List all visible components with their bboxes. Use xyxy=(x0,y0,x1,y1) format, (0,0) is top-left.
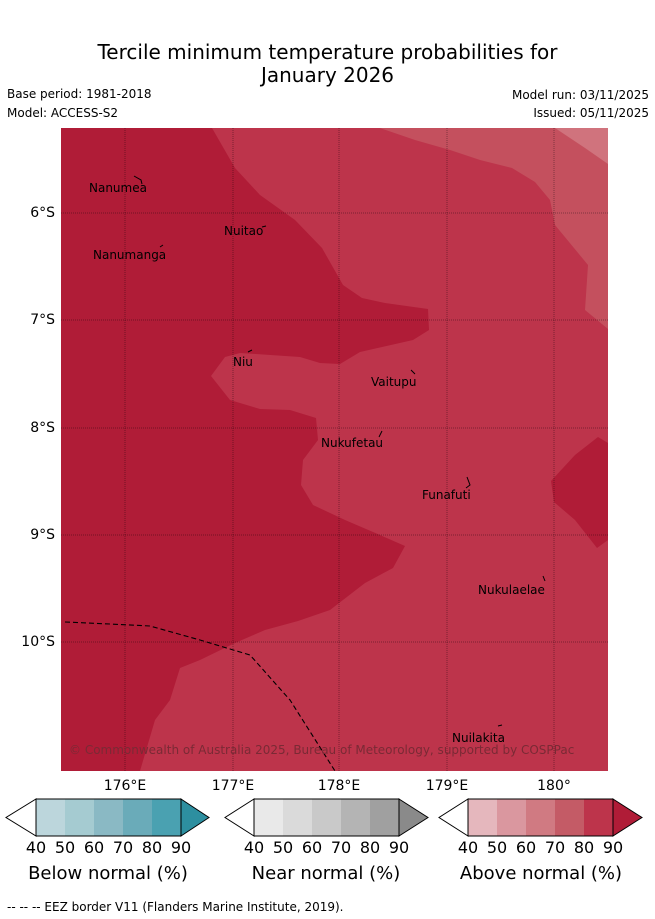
colorbars xyxy=(5,798,643,837)
colorbar-near-normal xyxy=(224,798,429,837)
cb-segment xyxy=(65,799,94,836)
cb-segment xyxy=(341,799,370,836)
cb-tick: 90 xyxy=(602,838,624,857)
issued-date: Issued: 05/11/2025 xyxy=(533,106,649,120)
cb-segment xyxy=(36,799,65,836)
nanumanga-island xyxy=(159,244,164,248)
funafuti-island xyxy=(465,476,471,489)
vaitupu-island xyxy=(410,369,416,375)
cb-tick: 80 xyxy=(359,838,381,857)
nanumea-island xyxy=(133,175,143,185)
lat-label: 7°S xyxy=(30,312,55,328)
eez-legend: -- -- -- EEZ border V11 (Flanders Marine… xyxy=(7,900,344,914)
cb-segment xyxy=(123,799,152,836)
cb-arrow-left xyxy=(224,798,255,837)
cb-segment xyxy=(468,799,497,836)
lon-label: 179°E xyxy=(425,778,469,794)
cb-title-below: Below normal (%) xyxy=(28,863,188,884)
lon-label: 176°E xyxy=(103,778,147,794)
cb-arrow-right xyxy=(612,798,643,837)
colorbar-below-normal xyxy=(5,798,210,837)
base-period: Base period: 1981-2018 xyxy=(7,87,152,101)
place-label: Funafuti xyxy=(422,488,471,502)
nuitao-island xyxy=(261,225,267,228)
cb-arrow-right xyxy=(180,798,210,837)
cb-tick: 60 xyxy=(301,838,323,857)
cb-tick: 90 xyxy=(170,838,192,857)
place-label: Niu xyxy=(233,355,253,369)
nukulaelae-island xyxy=(542,575,546,582)
lat-label: 9°S xyxy=(30,527,55,543)
cb-segment xyxy=(254,799,283,836)
place-label: Nukulaelae xyxy=(478,583,545,597)
cb-tick: 80 xyxy=(573,838,595,857)
cb-tick: 50 xyxy=(486,838,508,857)
place-label: Vaitupu xyxy=(371,375,417,389)
place-label: Nukufetau xyxy=(321,436,384,450)
cb-tick: 40 xyxy=(25,838,47,857)
cb-arrow-right xyxy=(398,798,429,837)
place-label: Nuilakita xyxy=(452,731,505,745)
cb-segment xyxy=(555,799,584,836)
cb-tick: 50 xyxy=(54,838,76,857)
cb-tick: 70 xyxy=(330,838,352,857)
cb-tick: 60 xyxy=(83,838,105,857)
place-label: Nuitao xyxy=(224,224,264,238)
cb-title-near: Near normal (%) xyxy=(251,863,401,884)
cb-title-above: Above normal (%) xyxy=(459,863,623,884)
model-run: Model run: 03/11/2025 xyxy=(511,88,649,102)
place-label: Nanumea xyxy=(89,181,147,195)
probability-field xyxy=(61,128,608,771)
cb-tick: 80 xyxy=(141,838,163,857)
cb-tick: 40 xyxy=(457,838,479,857)
cb-arrow-left xyxy=(438,798,469,837)
island-outlines xyxy=(133,175,546,727)
copyright-notice: © Commonwealth of Australia 2025, Bureau… xyxy=(69,743,575,757)
cb-segment xyxy=(283,799,312,836)
place-label: Nanumanga xyxy=(93,248,167,262)
cb-segment xyxy=(152,799,181,836)
region-60-70 xyxy=(380,128,608,329)
cb-segment xyxy=(370,799,399,836)
cb-tick: 90 xyxy=(388,838,410,857)
cb-tick: 40 xyxy=(243,838,265,857)
lon-label: 178°E xyxy=(317,778,361,794)
cb-tick: 50 xyxy=(272,838,294,857)
lon-label: 180° xyxy=(537,778,571,794)
cb-arrow-left xyxy=(5,798,37,837)
cb-segment xyxy=(94,799,123,836)
chart-title: Tercile minimum temperature probabilitie… xyxy=(0,41,655,87)
cb-tick: 70 xyxy=(112,838,134,857)
title-line-1: Tercile minimum temperature probabilitie… xyxy=(97,40,558,64)
title-line-2: January 2026 xyxy=(260,63,395,87)
niu-island xyxy=(247,349,253,353)
eez-border-line xyxy=(64,621,336,771)
lat-label: 6°S xyxy=(30,205,55,221)
lat-label: 10°S xyxy=(21,634,55,650)
region-80-90 xyxy=(61,128,429,771)
lon-label: 177°E xyxy=(211,778,255,794)
nukufetau-island xyxy=(378,430,383,438)
cb-segment xyxy=(312,799,341,836)
region-80-90-east xyxy=(551,437,608,548)
cb-segment xyxy=(584,799,613,836)
region-50-60 xyxy=(555,128,608,164)
cb-segment xyxy=(526,799,555,836)
cb-tick: 70 xyxy=(544,838,566,857)
colorbar-above-normal xyxy=(438,798,643,837)
lat-label: 8°S xyxy=(30,420,55,436)
model-name: Model: ACCESS-S2 xyxy=(7,106,119,120)
cb-segment xyxy=(497,799,526,836)
nuilakita-island xyxy=(497,724,503,727)
cb-tick: 60 xyxy=(515,838,537,857)
